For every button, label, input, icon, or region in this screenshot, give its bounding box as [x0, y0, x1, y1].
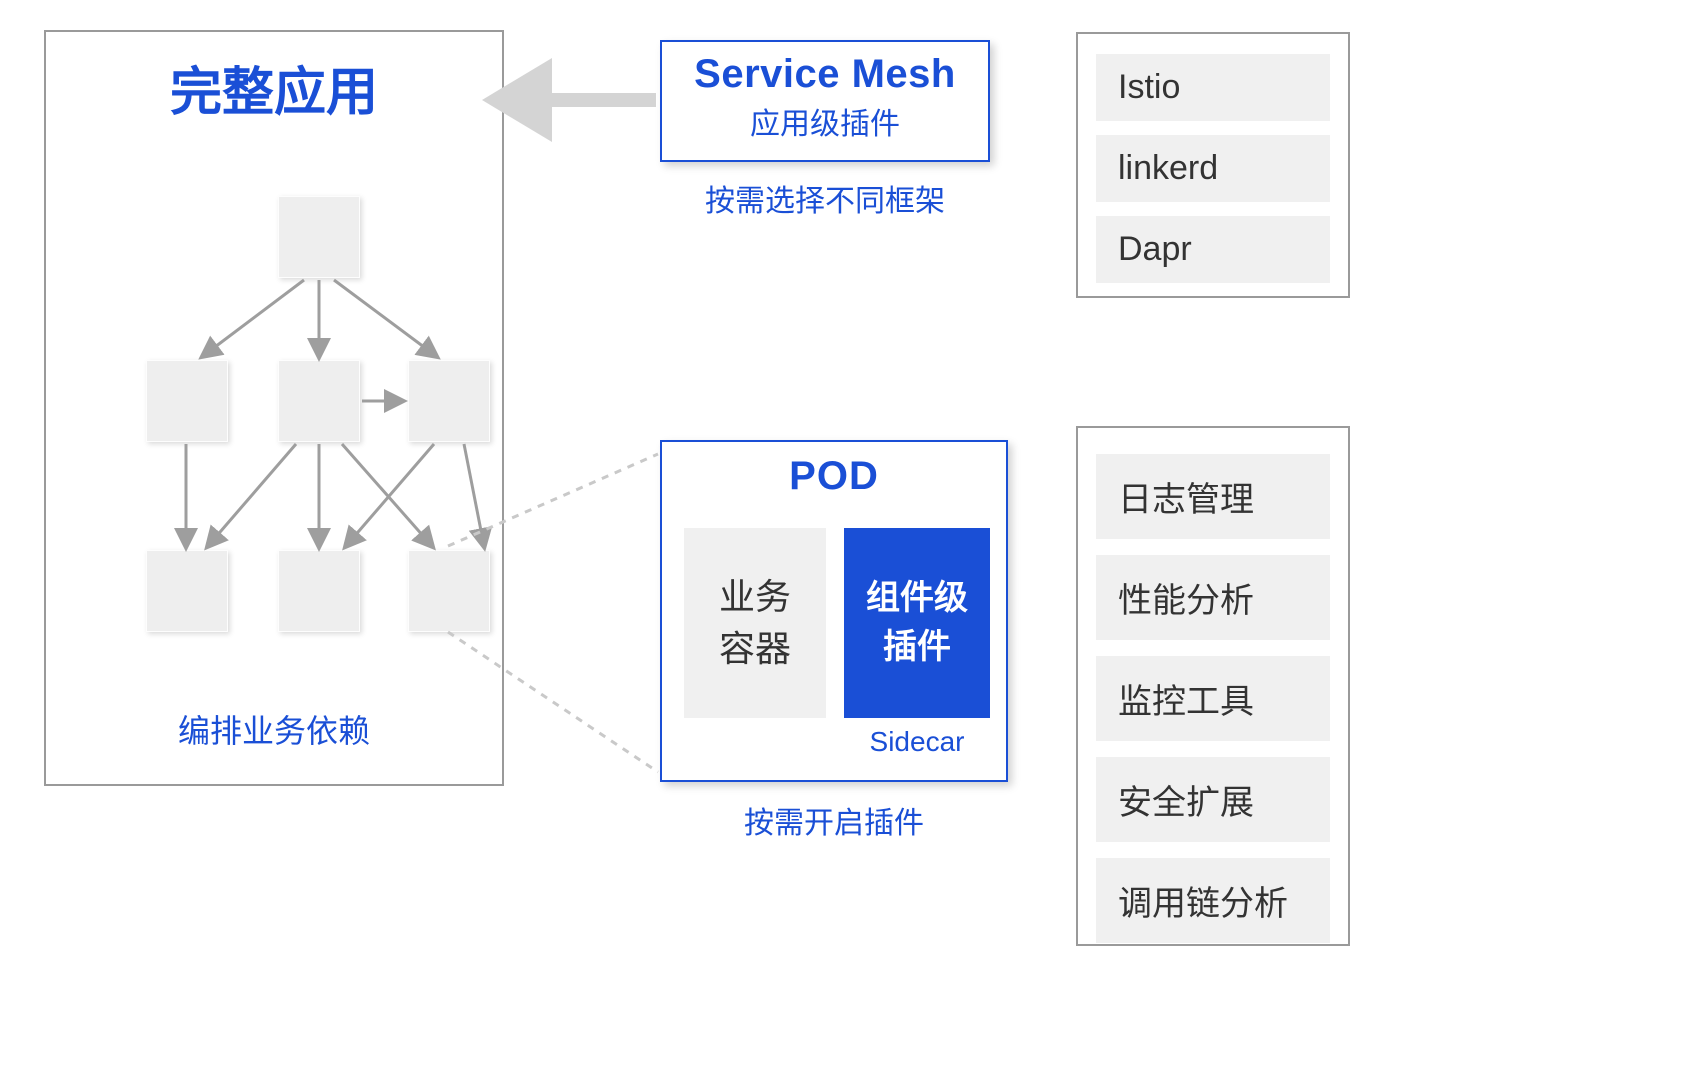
sm-list-item: Dapr — [1096, 216, 1330, 283]
pod-caption: 按需开启插件 — [660, 798, 1008, 842]
pod-list-panel: 日志管理性能分析监控工具安全扩展调用链分析 — [1076, 426, 1350, 946]
sm-list-panel: Istio linkerd Dapr — [1076, 32, 1350, 298]
dag-node — [408, 550, 490, 632]
dag-node — [278, 360, 360, 442]
dag-node — [278, 196, 360, 278]
service-mesh-caption: 按需选择不同框架 — [660, 176, 990, 220]
pod-biz-label: 业务容器 — [719, 571, 791, 675]
pod-panel: POD 业务容器 组件级插件 Sidecar — [660, 440, 1008, 782]
main-app-caption: 编排业务依赖 — [46, 706, 502, 752]
service-mesh-title: Service Mesh — [662, 52, 988, 97]
pod-sidecar-label: 组件级插件 — [866, 574, 968, 673]
pod-biz-container: 业务容器 — [684, 528, 826, 718]
pod-list-item: 调用链分析 — [1096, 858, 1330, 943]
sm-list-item: linkerd — [1096, 135, 1330, 202]
pod-list-item: 性能分析 — [1096, 555, 1330, 640]
service-mesh-subtitle: 应用级插件 — [662, 99, 988, 143]
service-mesh-box: Service Mesh 应用级插件 — [660, 40, 990, 162]
sm-list-item: Istio — [1096, 54, 1330, 121]
main-app-title: 完整应用 — [46, 50, 502, 125]
pod-title: POD — [662, 454, 1006, 499]
dag-node — [146, 550, 228, 632]
pod-sidecar-sub: Sidecar — [844, 726, 990, 758]
dag-node — [408, 360, 490, 442]
dag-node — [146, 360, 228, 442]
main-app-panel: 完整应用 编排业务依赖 — [44, 30, 504, 786]
dag-node — [278, 550, 360, 632]
pod-sidecar-container: 组件级插件 — [844, 528, 990, 718]
pod-list-item: 安全扩展 — [1096, 757, 1330, 842]
pod-list-item: 日志管理 — [1096, 454, 1330, 539]
pod-list-item: 监控工具 — [1096, 656, 1330, 741]
